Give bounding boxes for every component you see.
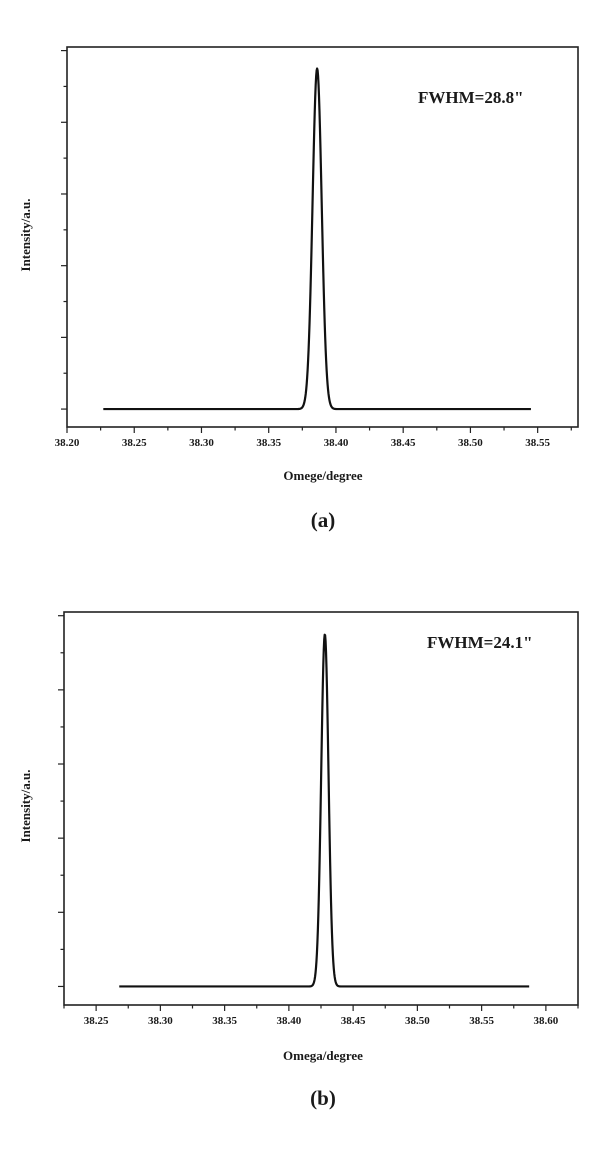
chart-b-panel-label: (b) [310,1086,336,1110]
chart-b-xlabel: Omega/degree [283,1048,363,1063]
chart-b-ylabel: Intensity/a.u. [18,770,33,843]
chart-a-x-tick-label: 38.55 [525,437,550,449]
chart-b-x-tick-label: 38.35 [212,1015,237,1027]
chart-panel-a: FWHM=28.8" Omege/degree Intensity/a.u. (… [18,46,579,532]
chart-b-data-line [118,633,530,988]
chart-a-ylabel: Intensity/a.u. [18,199,33,272]
chart-a-axis-frame [66,46,579,428]
chart-a-x-tick-label: 38.35 [256,437,281,449]
chart-panel-b: FWHM=24.1" Omega/degree Intensity/a.u. (… [18,611,579,1110]
chart-b-x-tick-label: 38.45 [341,1015,366,1027]
chart-a-x-tick-label: 38.45 [391,437,416,449]
chart-b-x-tick-label: 38.30 [148,1015,173,1027]
chart-a-x-tick-label: 38.40 [324,437,349,449]
chart-b-x-tick-label: 38.40 [277,1015,302,1027]
chart-b-x-tick-label: 38.50 [405,1015,430,1027]
chart-a-x-tick-label: 38.25 [122,437,147,449]
chart-a-xlabel: Omege/degree [283,468,362,483]
chart-b-x-tick-label: 38.60 [534,1015,559,1027]
chart-a-panel-label: (a) [311,508,336,532]
chart-a-data-line [102,67,532,411]
chart-b-x-tick-label: 38.25 [84,1015,109,1027]
chart-a-annotation: FWHM=28.8" [418,88,524,107]
chart-a-x-tick-label: 38.50 [458,437,483,449]
chart-b-annotation: FWHM=24.1" [427,633,533,652]
chart-a-x-tick-label: 38.30 [189,437,214,449]
chart-a-x-tick-label: 38.20 [55,437,80,449]
chart-b-x-tick-label: 38.55 [469,1015,494,1027]
